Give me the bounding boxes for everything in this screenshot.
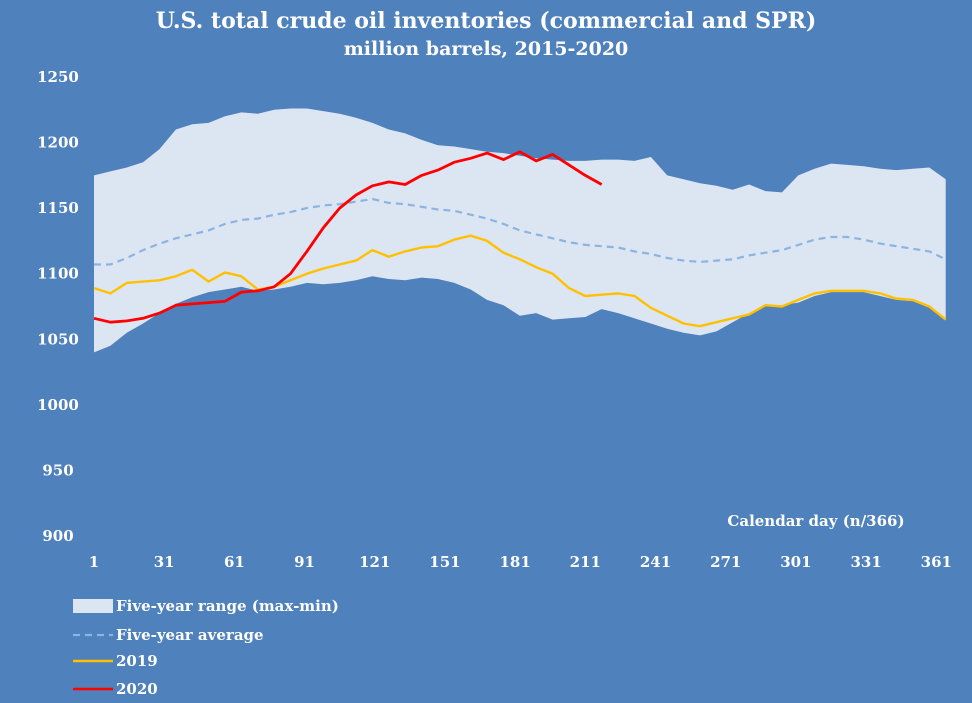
y-tick-label: 1000 [37,396,79,414]
y-tick-label: 1100 [37,265,79,283]
x-tick-label: 211 [570,553,601,571]
y-tick-label: 1150 [37,199,79,217]
y-tick-label: 950 [42,461,73,479]
legend-label: Five-year average [116,626,264,644]
y-tick-label: 1050 [37,330,79,348]
legend-label: Five-year range (max-min) [116,597,339,615]
legend-label: 2019 [116,652,158,670]
x-tick-label: 31 [154,553,175,571]
y-tick-label: 1200 [37,134,79,152]
x-tick-label: 91 [294,553,315,571]
x-tick-label: 361 [921,553,952,571]
legend-swatch-range [73,599,113,613]
y-axis-ticks: 1250 1200 1150 1100 1050 1000 950 900 [37,68,79,545]
series-line-five-year-average [94,197,947,266]
x-tick-label: 271 [710,553,741,571]
plot-area [93,108,947,353]
x-axis-ticks: 1 31 61 91 121 151 181 211 241 271 301 331 361 [89,553,952,571]
series-line-2019 [93,234,947,328]
five-year-range-band [94,108,946,353]
y-tick-label: 900 [42,527,73,545]
x-tick-label: 61 [224,553,245,571]
x-tick-label: 121 [359,553,390,571]
x-tick-label: 151 [429,553,460,571]
x-tick-label: 301 [780,553,811,571]
series-line-2020 [93,150,603,324]
x-axis-label: Calendar day (n/366) [727,512,904,530]
x-tick-label: 331 [850,553,881,571]
x-tick-label: 181 [499,553,530,571]
legend: Five-year range (max-min) Five-year avera… [73,597,339,698]
legend-label: 2020 [116,680,158,698]
x-tick-label: 241 [640,553,671,571]
x-tick-label: 1 [89,553,99,571]
chart-subtitle: million barrels, 2015-2020 [344,38,629,60]
chart-title: U.S. total crude oil inventories (commer… [156,8,817,34]
y-tick-label: 1250 [37,68,79,86]
